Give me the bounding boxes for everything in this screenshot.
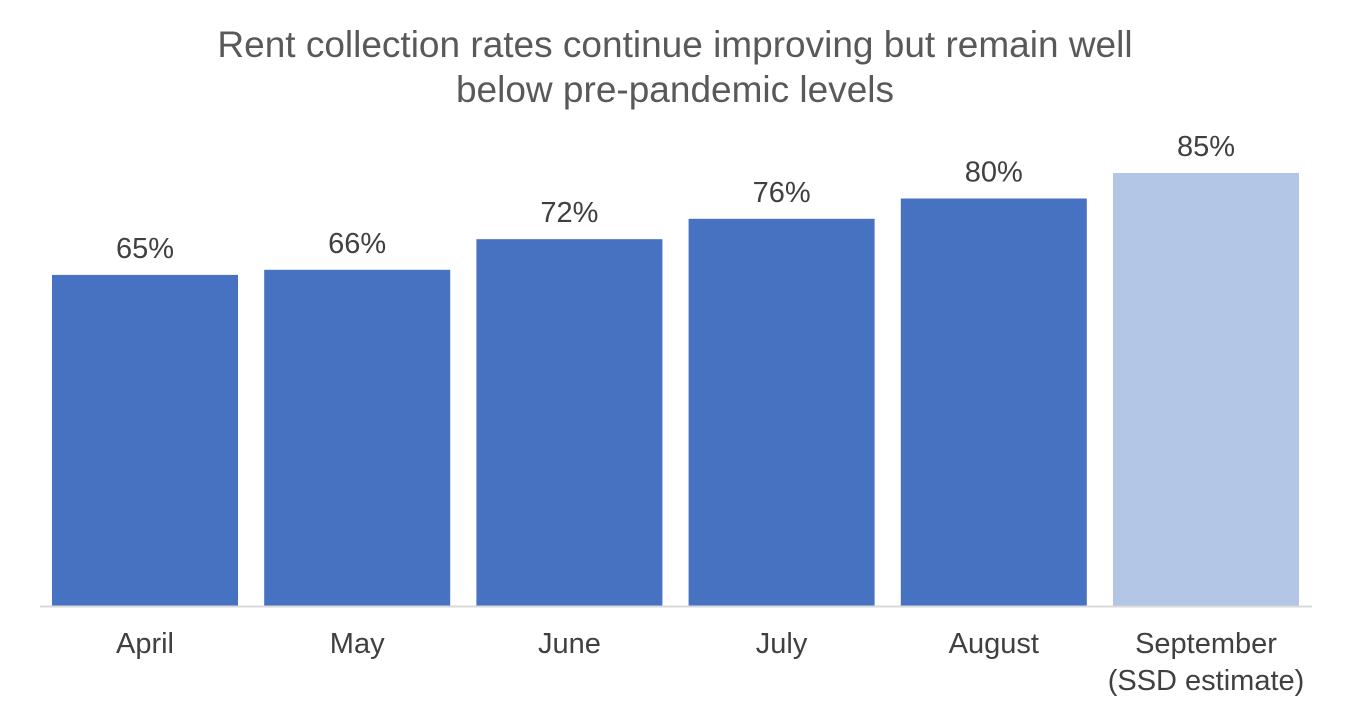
x-tick-label-2: June [538,628,601,660]
data-label-3: 76% [753,177,811,209]
x-tick-label-0: April [116,628,174,660]
x-tick-label-4: August [949,628,1039,660]
data-label-0: 65% [116,233,174,265]
x-tick-label-5-line-1: (SSD estimate) [1108,665,1305,697]
chart-title-line-2: below pre-pandemic levels [455,69,895,110]
data-label-4: 80% [965,157,1023,189]
bar-0 [52,274,238,606]
bar-5 [1113,173,1299,606]
chart-title: Rent collection rates continue improving… [0,22,1350,112]
chart-title-line-1: Rent collection rates continue improving… [217,24,1133,65]
data-label-5: 85% [1177,131,1235,163]
bar-1 [264,269,451,606]
x-tick-label-5-line-0: September [1135,628,1277,660]
data-label-1: 66% [328,228,386,260]
data-label-2: 72% [540,197,598,229]
x-tick-label-1: May [330,628,385,660]
bar-2 [476,239,663,606]
x-tick-label-3: July [756,628,808,660]
bar-4 [900,198,1087,606]
bar-3 [688,218,875,607]
